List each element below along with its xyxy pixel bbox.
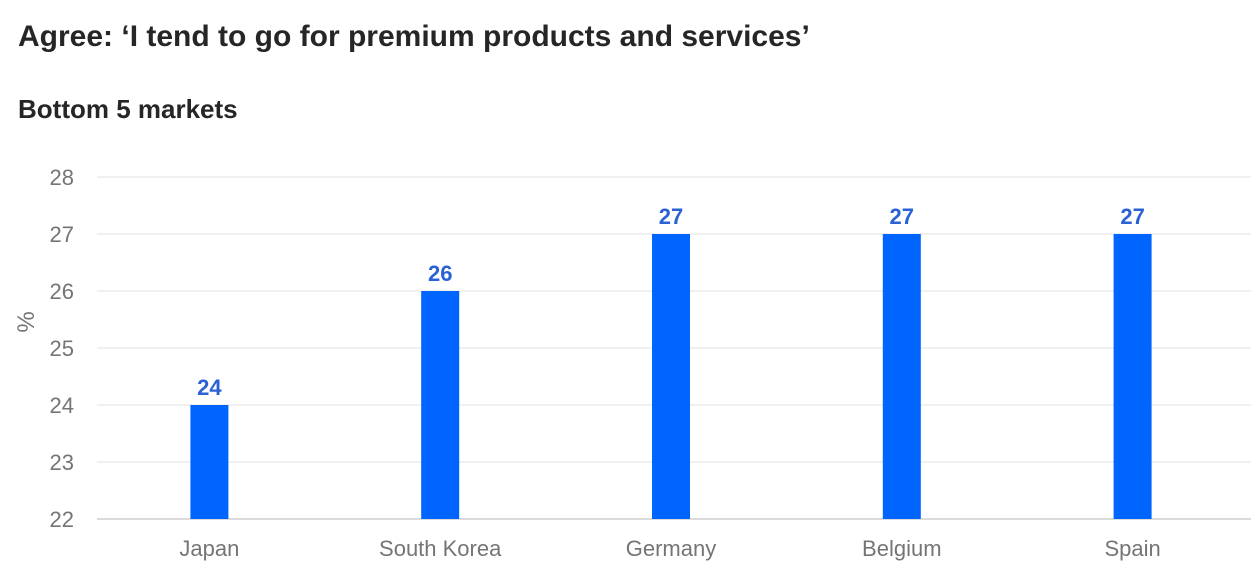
y-tick-label: 26: [50, 279, 74, 304]
chart-subtitle: Bottom 5 markets: [18, 94, 238, 124]
x-tick-label: Spain: [1104, 536, 1160, 561]
y-tick-label: 25: [50, 336, 74, 361]
x-tick-label: South Korea: [379, 536, 502, 561]
y-tick-label: 22: [50, 507, 74, 532]
y-tick-label: 28: [50, 165, 74, 190]
y-tick-label: 27: [50, 222, 74, 247]
x-tick-label: Japan: [179, 536, 239, 561]
bar-japan: [190, 405, 229, 519]
bars: [190, 234, 1152, 519]
data-label: 27: [1120, 204, 1144, 229]
data-label: 27: [890, 204, 914, 229]
data-labels: 24 26 27 27 27: [197, 204, 1145, 400]
data-label: 26: [428, 261, 452, 286]
data-label: 24: [197, 375, 222, 400]
y-axis-title: %: [13, 311, 40, 332]
data-label: 27: [659, 204, 683, 229]
bar-belgium: [882, 234, 921, 519]
y-tick-label: 23: [50, 450, 74, 475]
y-axis-ticks: 22 23 24 25 26 27 28: [50, 165, 74, 532]
chart-title: Agree: ‘I tend to go for premium product…: [18, 20, 810, 53]
y-tick-label: 24: [50, 393, 74, 418]
x-tick-label: Germany: [626, 536, 716, 561]
bar-south-korea: [421, 291, 460, 519]
x-axis-ticks: Japan South Korea Germany Belgium Spain: [179, 536, 1160, 561]
bar-spain: [1113, 234, 1152, 519]
x-tick-label: Belgium: [862, 536, 941, 561]
bar-germany: [652, 234, 690, 519]
